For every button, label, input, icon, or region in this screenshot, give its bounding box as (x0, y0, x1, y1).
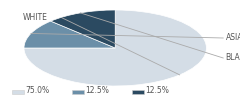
FancyBboxPatch shape (72, 90, 84, 94)
Text: BLACK: BLACK (226, 54, 240, 62)
Wedge shape (51, 10, 115, 48)
Text: 12.5%: 12.5% (145, 86, 169, 95)
Text: WHITE: WHITE (23, 14, 48, 22)
Wedge shape (24, 10, 206, 86)
Text: 12.5%: 12.5% (85, 86, 109, 95)
Text: ASIAN: ASIAN (226, 34, 240, 42)
FancyBboxPatch shape (12, 90, 24, 94)
FancyBboxPatch shape (132, 90, 144, 94)
Wedge shape (24, 21, 115, 48)
Text: 75.0%: 75.0% (25, 86, 49, 95)
